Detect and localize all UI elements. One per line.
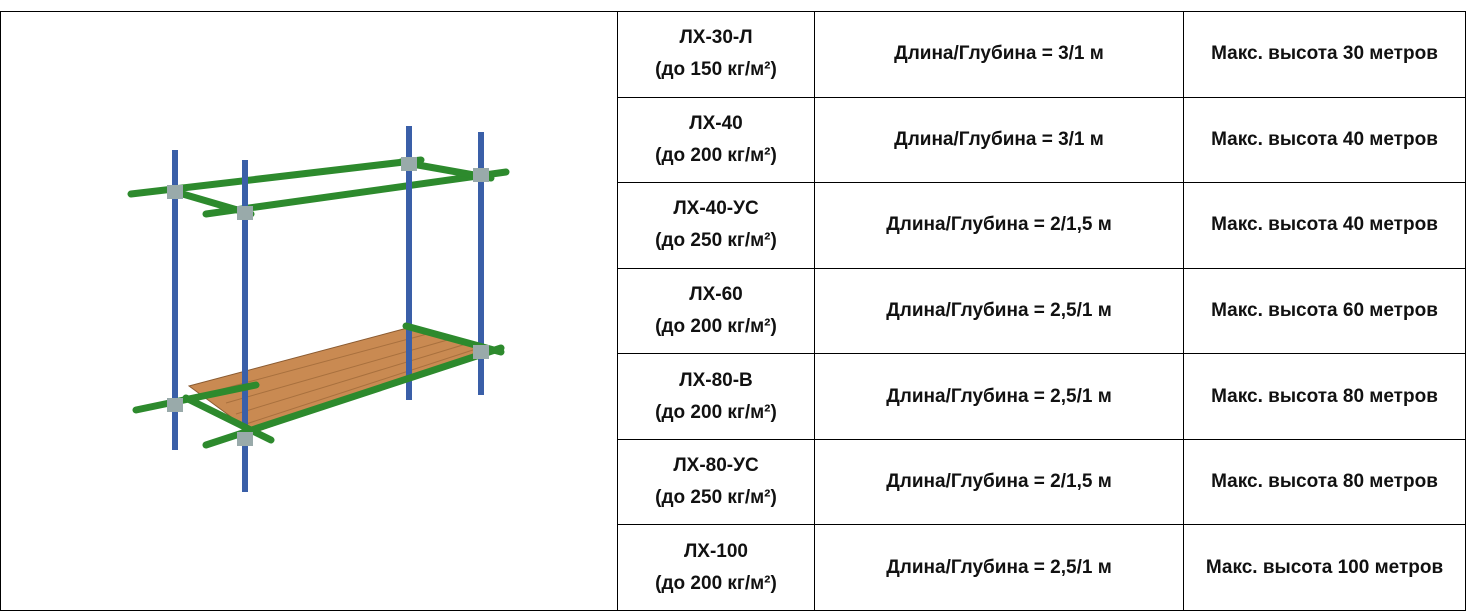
max-height: Макс. высота 60 метров <box>1211 299 1438 321</box>
table-row: ЛХ-40-УС (до 250 кг/м²) Длина/Глубина = 2/… <box>1 182 1466 269</box>
size-cell: Длина/Глубина = 3/1 м <box>814 11 1184 98</box>
max-height: Макс. высота 80 метров <box>1211 385 1438 407</box>
model-name: ЛХ-30-Л <box>679 27 753 49</box>
max-height: Макс. высота 100 метров <box>1205 556 1444 578</box>
dimensions: Длина/Глубина = 3/1 м <box>894 43 1104 65</box>
size-cell: Длина/Глубина = 2/1,5 м <box>814 438 1184 526</box>
table-row: ЛХ-80-В (до 200 кг/м²) Длина/Глубина = 2,5… <box>1 353 1466 440</box>
model-cell: ЛХ-40 (до 200 кг/м²) <box>617 96 815 184</box>
load-rating: (до 150 кг/м²) <box>655 59 777 81</box>
load-rating: (до 200 кг/м²) <box>655 572 777 594</box>
dimensions: Длина/Глубина = 2,5/1 м <box>886 556 1112 578</box>
size-cell: Длина/Глубина = 3/1 м <box>814 96 1184 184</box>
max-height: Макс. высота 30 метров <box>1211 43 1438 65</box>
dimensions: Длина/Глубина = 2,5/1 м <box>886 385 1112 407</box>
load-rating: (до 250 кг/м²) <box>655 487 777 509</box>
size-cell: Длина/Глубина = 2/1,5 м <box>814 182 1184 269</box>
model-cell: ЛХ-40-УС (до 250 кг/м²) <box>617 182 815 269</box>
height-cell: Макс. высота 40 метров <box>1183 96 1466 184</box>
model-name: ЛХ-60 <box>689 283 743 305</box>
model-name: ЛХ-100 <box>683 540 749 562</box>
model-name: ЛХ-80-В <box>679 369 753 391</box>
model-cell: ЛХ-30-Л (до 150 кг/м²) <box>617 11 815 98</box>
dimensions: Длина/Глубина = 2/1,5 м <box>886 471 1112 493</box>
max-height: Макс. высота 40 метров <box>1211 128 1438 150</box>
load-rating: (до 200 кг/м²) <box>655 144 777 166</box>
dimensions: Длина/Глубина = 2/1,5 м <box>886 214 1112 236</box>
height-cell: Макс. высота 80 метров <box>1183 353 1466 440</box>
height-cell: Макс. высота 40 метров <box>1183 182 1466 269</box>
load-rating: (до 200 кг/м²) <box>655 315 777 337</box>
size-cell: Длина/Глубина = 2,5/1 м <box>814 524 1184 611</box>
table-row: ЛХ-60 (до 200 кг/м²) Длина/Глубина = 2,5/1… <box>1 267 1466 355</box>
height-cell: Макс. высота 80 метров <box>1183 438 1466 526</box>
dimensions: Длина/Глубина = 2,5/1 м <box>886 299 1112 321</box>
table-row: ЛХ-30-Л (до 150 кг/м²) Длина/Глубина = 3/1… <box>0 11 1466 611</box>
model-cell: ЛХ-60 (до 200 кг/м²) <box>617 267 815 355</box>
scaffold-image <box>127 126 510 492</box>
model-name: ЛХ-40-УС <box>673 198 759 220</box>
image-cell <box>0 11 618 611</box>
model-name: ЛХ-80-УС <box>673 455 759 477</box>
model-cell: ЛХ-80-УС (до 250 кг/м²) <box>617 438 815 526</box>
dimensions: Длина/Глубина = 3/1 м <box>894 128 1104 150</box>
model-name: ЛХ-40 <box>689 112 743 134</box>
max-height: Макс. высота 40 метров <box>1211 214 1438 236</box>
size-cell: Длина/Глубина = 2,5/1 м <box>814 353 1184 440</box>
max-height: Макс. высота 80 метров <box>1211 471 1438 493</box>
model-cell: ЛХ-80-В (до 200 кг/м²) <box>617 353 815 440</box>
size-cell: Длина/Глубина = 2,5/1 м <box>814 267 1184 355</box>
spec-table: ЛХ-30-Л (до 150 кг/м²) Длина/Глубина = 3/1… <box>0 11 1466 611</box>
load-rating: (до 200 кг/м²) <box>655 401 777 423</box>
height-cell: Макс. высота 30 метров <box>1183 11 1466 98</box>
load-rating: (до 250 кг/м²) <box>655 230 777 252</box>
height-cell: Макс. высота 100 метров <box>1183 524 1466 611</box>
height-cell: Макс. высота 60 метров <box>1183 267 1466 355</box>
model-cell: ЛХ-100 (до 200 кг/м²) <box>617 524 815 611</box>
table-row: ЛХ-100 (до 200 кг/м²) Длина/Глубина = 2,5/… <box>1 524 1466 611</box>
